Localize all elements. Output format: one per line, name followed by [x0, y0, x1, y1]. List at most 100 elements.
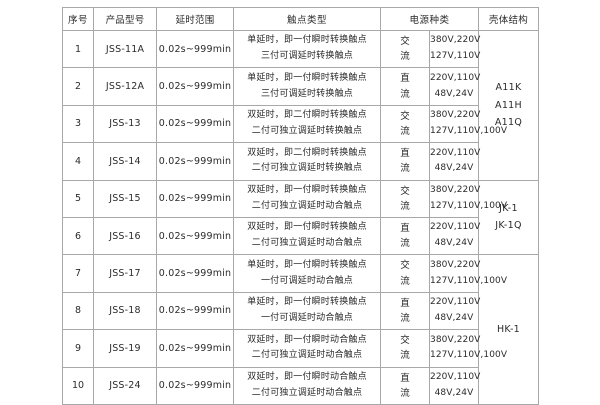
- contact-line-2: 一付可调延时动合触点: [260, 312, 353, 323]
- cell-delay-range: 0.02s~999min: [156, 179, 234, 218]
- cell-current-type: 交 流: [380, 329, 430, 368]
- current-char-1: 交: [400, 260, 410, 272]
- header-delay-range: 延时范围: [156, 7, 234, 31]
- voltage-line-1: 380V,220V: [430, 35, 481, 46]
- cell-current-type: 直 流: [380, 216, 430, 256]
- table-row: 3 JSS-13 0.02s~999min 双延时，即二付瞬时转换触点 二付可独…: [62, 104, 539, 144]
- current-char-2: 流: [400, 163, 410, 175]
- cell-current-type: 交 流: [380, 104, 430, 144]
- contact-line-1: 双延时，即二付瞬时转换触点: [247, 110, 367, 121]
- table-row: 4 JSS-14 0.02s~999min 双延时，即二付瞬时转换触点 二付可独…: [62, 142, 539, 181]
- current-char-1: 直: [400, 73, 410, 85]
- current-char-1: 直: [400, 222, 410, 234]
- cell-voltage: 380V,220V 127V,110V,100V: [429, 179, 507, 218]
- voltage-line-2: 48V,24V: [434, 312, 474, 323]
- cell-delay-range: 0.02s~999min: [156, 142, 234, 181]
- contact-line-2: 二付可独立调延时动合触点: [251, 350, 363, 361]
- current-char-2: 流: [400, 51, 410, 63]
- cell-delay-range: 0.02s~999min: [156, 254, 234, 293]
- cell-contact-type: 单延时，即一付瞬时转换触点 三付可调延时转换触点: [233, 29, 381, 69]
- cell-index: 7: [62, 254, 94, 293]
- current-char-2: 流: [400, 125, 410, 137]
- cell-contact-type: 双延时，即一付瞬时动合触点 二付可独立调延时动合触点: [233, 329, 381, 368]
- cell-voltage: 380V,220V 127V,110V,100V: [429, 329, 507, 368]
- cell-delay-range: 0.02s~999min: [156, 216, 234, 256]
- voltage-line-1: 380V,220V: [430, 110, 481, 121]
- cell-index: 5: [62, 179, 94, 218]
- contact-line-2: 二付可独立调延时转换触点: [251, 125, 363, 136]
- cell-model: JSS-11A: [93, 29, 157, 69]
- cell-model: JSS-24: [93, 366, 157, 405]
- contact-line-2: 二付可独立调延时动合触点: [251, 387, 363, 398]
- header-power-type: 电源种类: [380, 7, 479, 31]
- contact-line-1: 单延时，即一付瞬时转换触点: [247, 72, 367, 83]
- cell-delay-range: 0.02s~999min: [156, 329, 234, 368]
- contact-line-2: 三付可调延时转换触点: [260, 51, 353, 62]
- header-row: 序号 产品型号 延时范围 触点类型 电源种类 壳体结构: [62, 7, 539, 31]
- table-row: 5 JSS-15 0.02s~999min 双延时，即一付瞬时转换触点 二付可独…: [62, 179, 539, 256]
- cell-model: JSS-12A: [93, 67, 157, 106]
- voltage-line-2: 48V,24V: [434, 88, 474, 99]
- cell-contact-type: 单延时，即一付瞬时转换触点 三付可调延时转换触点: [233, 67, 381, 106]
- voltage-line-2: 127V,110V,100V: [430, 125, 508, 136]
- cell-voltage: 380V,220V 127V,110V: [429, 29, 481, 69]
- cell-delay-range: 0.02s~999min: [156, 291, 234, 331]
- shell-line-1: HK-1: [496, 323, 521, 335]
- shell-line-2: JK-1Q: [495, 220, 522, 232]
- cell-contact-type: 双延时，即二付瞬时转换触点 二付可独立调延时转换触点: [233, 142, 381, 181]
- cell-model: JSS-15: [93, 179, 157, 218]
- table-row: 9 JSS-19 0.02s~999min 双延时，即一付瞬时动合触点 二付可独…: [62, 329, 539, 368]
- voltage-line-1: 380V,220V: [430, 185, 481, 195]
- voltage-line-1: 220V,110V: [430, 147, 481, 158]
- cell-delay-range: 0.02s~999min: [156, 366, 234, 405]
- table-row: 7 JSS-17 0.02s~999min 单延时，即一付瞬时转换触点 一付可调…: [62, 254, 539, 405]
- table-row: 1 JSS-11A 0.02s~999min 单延时，即一付瞬时转换触点 三付可…: [62, 29, 539, 181]
- cell-shell-structure: HK-1: [478, 254, 539, 405]
- cell-voltage: 220V,110V 48V,24V: [429, 216, 480, 256]
- contact-line-2: 二付可独立调延时动合触点: [251, 200, 363, 211]
- contact-line-1: 单延时，即一付瞬时转换触点: [247, 259, 367, 270]
- table-row: 2 JSS-12A 0.02s~999min 单延时，即一付瞬时转换触点 三付可…: [62, 67, 539, 106]
- contact-line-1: 双延时，即一付瞬时动合触点: [247, 371, 367, 382]
- current-char-1: 直: [400, 297, 410, 309]
- cell-current-type: 直 流: [380, 291, 430, 331]
- product-spec-table: 序号 产品型号 延时范围 触点类型 电源种类 壳体结构 1 JSS-11A 0.…: [62, 7, 539, 405]
- voltage-line-2: 127V,110V: [430, 51, 481, 62]
- cell-index: 1: [62, 29, 94, 69]
- cell-current-type: 直 流: [380, 67, 430, 106]
- cell-current-type: 交 流: [380, 179, 430, 218]
- cell-index: 8: [62, 291, 94, 331]
- cell-model: JSS-18: [93, 291, 157, 331]
- cell-model: JSS-19: [93, 329, 157, 368]
- cell-shell-structure: JK-1 JK-1Q: [478, 179, 539, 256]
- current-char-2: 流: [400, 275, 410, 287]
- cell-index: 2: [62, 67, 94, 106]
- header-model: 产品型号: [93, 7, 157, 31]
- header-shell-structure: 壳体结构: [478, 7, 539, 31]
- cell-index: 10: [62, 366, 94, 405]
- contact-line-2: 二付可独立调延时动合触点: [251, 238, 363, 249]
- voltage-line-2: 127V,110V,100V: [430, 275, 508, 286]
- cell-model: JSS-13: [93, 104, 157, 144]
- shell-line-1: JK-1: [499, 202, 518, 214]
- current-char-2: 流: [400, 312, 410, 324]
- voltage-line-1: 380V,220V: [430, 259, 481, 270]
- current-char-1: 交: [400, 110, 410, 122]
- cell-model: JSS-17: [93, 254, 157, 293]
- cell-voltage: 220V,110V 48V,24V: [429, 366, 480, 405]
- contact-line-1: 双延时，即二付瞬时转换触点: [247, 147, 367, 158]
- table-row: 10 JSS-24 0.02s~999min 双延时，即一付瞬时动合触点 二付可…: [62, 366, 539, 405]
- voltage-line-2: 48V,24V: [434, 163, 474, 174]
- current-char-2: 流: [400, 238, 410, 250]
- voltage-line-2: 48V,24V: [434, 387, 474, 398]
- shell-line-2: A11H: [495, 99, 522, 111]
- cell-voltage: 380V,220V 127V,110V,100V: [429, 254, 508, 293]
- contact-line-1: 单延时，即一付瞬时转换触点: [247, 297, 367, 308]
- cell-voltage: 220V,110V 48V,24V: [429, 291, 480, 331]
- cell-current-type: 直 流: [380, 366, 430, 405]
- cell-index: 6: [62, 216, 94, 256]
- table-header: 序号 产品型号 延时范围 触点类型 电源种类 壳体结构: [62, 7, 539, 31]
- current-char-1: 交: [400, 335, 410, 347]
- cell-contact-type: 双延时，即二付瞬时转换触点 二付可独立调延时转换触点: [233, 104, 381, 144]
- current-char-1: 直: [400, 148, 410, 160]
